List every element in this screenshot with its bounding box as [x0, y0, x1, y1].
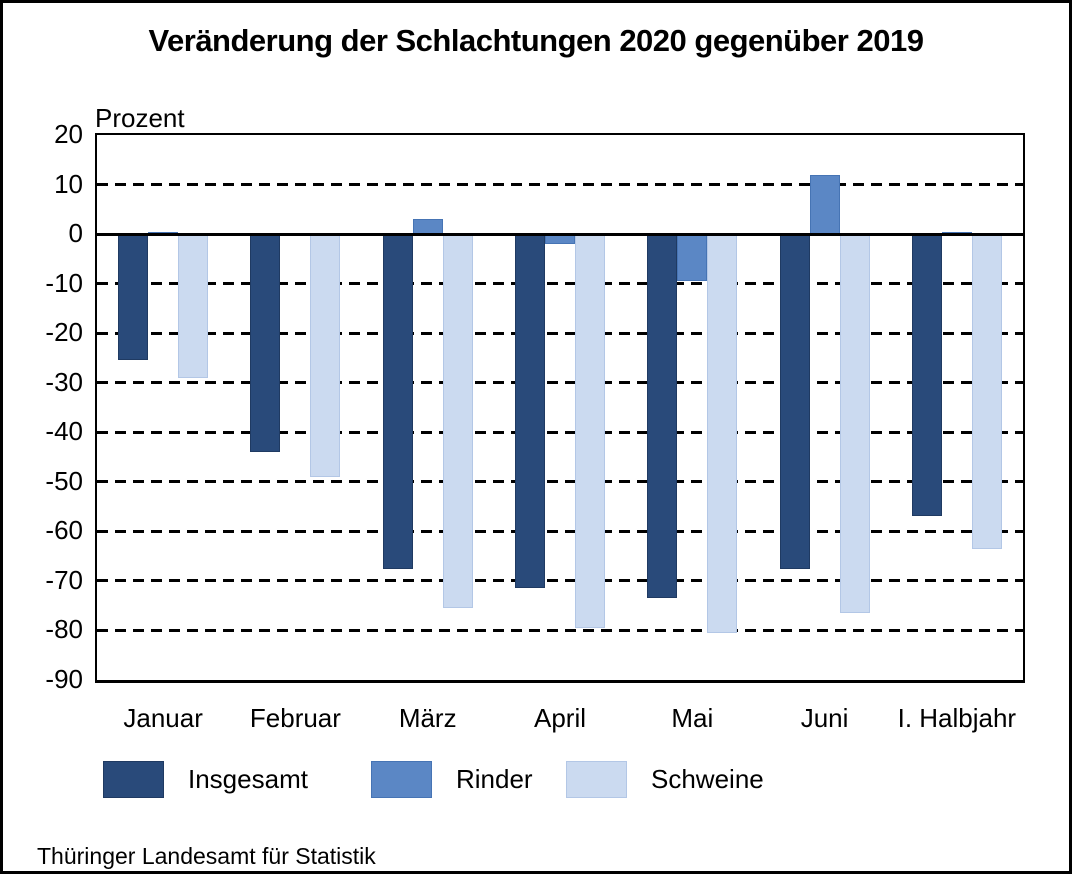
legend-swatch-insgesamt — [103, 761, 164, 798]
x-axis-label-märz: März — [398, 703, 457, 733]
bar-insgesamt-i-halbjahr — [911, 234, 942, 517]
gridline — [97, 381, 1023, 385]
y-axis-tick-label: 20 — [54, 119, 83, 149]
gridline — [97, 282, 1023, 286]
bar-schweine-märz — [442, 234, 473, 609]
legend-label-rinder: Rinder — [456, 764, 533, 794]
legend-item-insgesamt: Insgesamt — [103, 761, 308, 798]
y-axis-tick-label: -20 — [45, 317, 83, 348]
y-axis-tick-label: -30 — [45, 366, 83, 397]
legend-label-schweine: Schweine — [651, 764, 764, 794]
x-axis-label-februar: Februar — [249, 703, 341, 733]
legend: Insgesamt Rinder Schweine — [3, 761, 1069, 811]
bar-insgesamt-april — [515, 234, 545, 589]
bar-rinder-juni — [809, 174, 840, 235]
bar-insgesamt-juni — [779, 234, 810, 569]
y-axis-tick-label: -40 — [45, 416, 83, 447]
bar-schweine-juni — [839, 234, 870, 614]
legend-label-insgesamt: Insgesamt — [188, 764, 308, 794]
bar-schweine-mai — [707, 234, 738, 633]
gridline — [97, 529, 1023, 533]
plot-area — [95, 133, 1025, 683]
gridline — [97, 183, 1023, 187]
gridline — [97, 331, 1023, 335]
chart-title: Veränderung der Schlachtungen 2020 gegen… — [148, 23, 924, 58]
legend-swatch-rinder — [371, 761, 432, 798]
source-text: Thüringer Landesamt für Statistik — [37, 843, 376, 869]
y-axis-tick-label: -50 — [45, 465, 83, 496]
y-axis-tick-label: -10 — [45, 267, 83, 298]
y-axis-unit-label: Prozent — [95, 103, 185, 133]
y-axis-tick-label: 0 — [68, 218, 83, 249]
bar-insgesamt-februar — [250, 234, 281, 453]
x-axis-label-januar: Januar — [123, 703, 203, 733]
zero-line — [97, 232, 1023, 236]
gridline — [97, 480, 1023, 484]
y-axis: 20 10 0 -10 -20 -30 -40 -50 -60 -70 -80 -90 — [3, 3, 83, 871]
bar-insgesamt-mai — [647, 234, 678, 599]
legend-item-rinder: Rinder — [371, 761, 533, 798]
y-axis-tick-label: -60 — [45, 515, 83, 546]
x-axis: Januar Februar März April Mai Juni I. Halbjahr — [3, 703, 1069, 743]
bar-insgesamt-januar — [118, 234, 149, 361]
gridline — [97, 628, 1023, 632]
legend-item-schweine: Schweine — [566, 761, 764, 798]
legend-swatch-schweine — [566, 761, 627, 798]
bar-rinder-mai — [677, 234, 708, 282]
x-axis-label-i-halbjahr: I. Halbjahr — [897, 703, 1017, 733]
bar-schweine-april — [575, 234, 605, 628]
bar-schweine-i-halbjahr — [971, 234, 1002, 549]
gridline — [97, 579, 1023, 583]
bar-schweine-februar — [310, 234, 341, 477]
gridline — [97, 430, 1023, 434]
bar-schweine-januar — [178, 234, 209, 378]
x-axis-label-mai: Mai — [671, 703, 714, 733]
y-axis-tick-label: 10 — [54, 168, 83, 199]
x-axis-label-juni: Juni — [800, 703, 849, 733]
x-axis-label-april: April — [533, 703, 586, 733]
y-axis-tick-label: -70 — [45, 564, 83, 595]
y-axis-tick-label: -80 — [45, 614, 83, 645]
bar-insgesamt-märz — [382, 234, 413, 569]
y-axis-tick-label: -90 — [45, 664, 83, 694]
